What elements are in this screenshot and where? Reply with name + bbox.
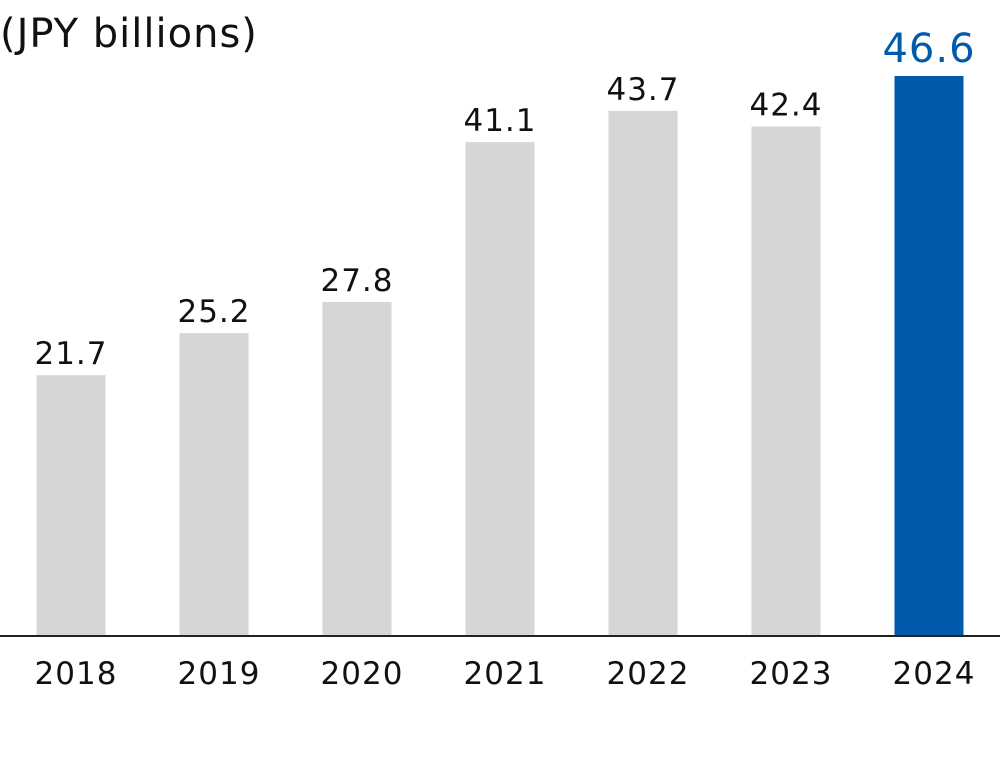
bars-group — [36, 76, 964, 636]
value-label-2022: 43.7 — [606, 72, 679, 108]
value-label-2020: 27.8 — [320, 263, 393, 299]
x-tick-labels-group: 2018 2019 2020 2021 2022 2023 2024 — [35, 656, 976, 692]
x-tick-label-2019: 2019 — [178, 656, 261, 692]
bar-2020 — [322, 301, 392, 636]
x-tick-label-2024: 2024 — [893, 656, 976, 692]
value-labels-group: 21.7 25.2 27.8 41.1 43.7 42.4 46.6 — [34, 26, 975, 372]
bar-2021 — [465, 142, 535, 636]
x-tick-label-2023: 2023 — [750, 656, 833, 692]
value-label-2019: 25.2 — [177, 294, 250, 330]
bar-2024 — [894, 76, 964, 636]
bar-2019 — [179, 333, 249, 636]
bar-2023 — [751, 126, 821, 636]
bar-2022 — [608, 110, 678, 636]
value-label-2021: 41.1 — [463, 103, 536, 139]
bar-2018 — [36, 375, 106, 636]
x-tick-label-2022: 2022 — [607, 656, 690, 692]
value-label-2023: 42.4 — [749, 87, 822, 123]
x-tick-label-2018: 2018 — [35, 656, 118, 692]
value-label-2018: 21.7 — [34, 336, 107, 372]
x-tick-label-2020: 2020 — [321, 656, 404, 692]
value-label-2024: 46.6 — [882, 26, 975, 72]
unit-label: (JPY billions) — [0, 11, 258, 57]
x-tick-label-2021: 2021 — [464, 656, 547, 692]
